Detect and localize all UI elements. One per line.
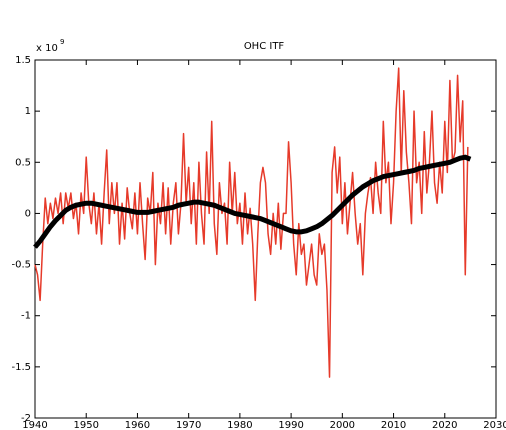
series-line: [34, 67, 469, 378]
y-tick-label: -1: [21, 311, 31, 322]
y-tick-label: 0: [25, 208, 31, 219]
exponent-power: 9: [60, 38, 64, 46]
x-tick-label: 1990: [278, 420, 303, 430]
exponent-base: x 10: [36, 43, 58, 54]
y-tick-label: -2: [21, 413, 31, 424]
x-tick-label: 2010: [381, 420, 406, 430]
x-tick-label: 2000: [330, 420, 355, 430]
plot-area: [34, 59, 497, 419]
x-tick-label: 1950: [73, 420, 98, 430]
y-tick-label: -1.5: [11, 362, 31, 373]
y-tick-label: 0.5: [15, 157, 31, 168]
x-tick-label: 1980: [227, 420, 252, 430]
y-tick-label: 1: [25, 106, 31, 117]
x-tick-label: 1970: [176, 420, 201, 430]
y-tick-label: -0.5: [11, 260, 31, 271]
x-tick-label: 1940: [22, 420, 47, 430]
x-tick-label: 2030: [483, 420, 506, 430]
x-tick-label: 2020: [432, 420, 457, 430]
series-line: [33, 154, 472, 249]
y-tick-label: 1.5: [15, 55, 31, 66]
x-tick-label: 1960: [125, 420, 150, 430]
chart-title: OHC ITF: [244, 41, 285, 52]
